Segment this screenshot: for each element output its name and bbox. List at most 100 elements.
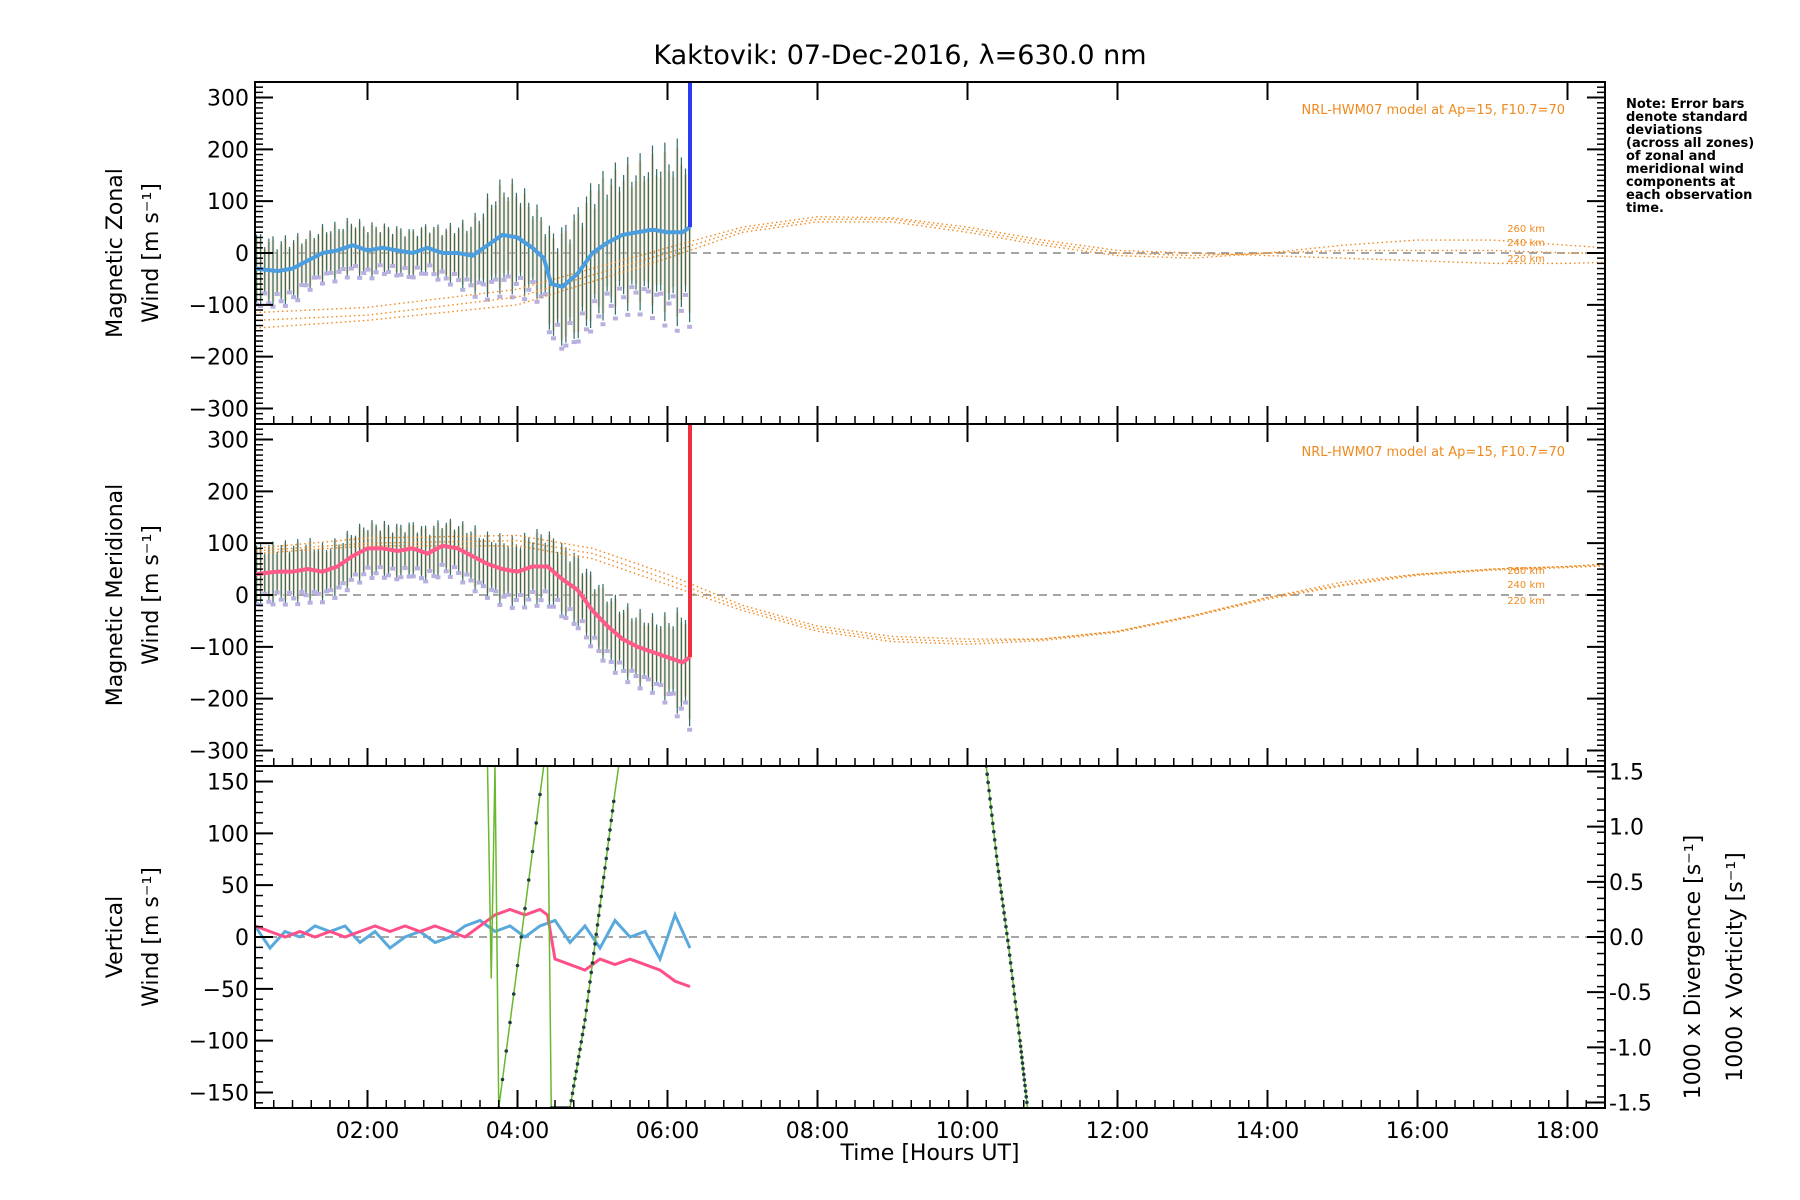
scatter-point bbox=[637, 312, 643, 317]
scatter-point bbox=[468, 283, 474, 288]
model-label: NRL-HWM07 model at Ap=15, F10.7=70 bbox=[1302, 103, 1566, 118]
scatter-point bbox=[612, 316, 618, 321]
scatter-point bbox=[633, 674, 639, 679]
scatter-point bbox=[258, 304, 264, 309]
scatter-point bbox=[427, 263, 433, 268]
meridional-panel: NRL-HWM07 model at Ap=15, F10.7=70 260 km… bbox=[103, 423, 1606, 767]
scatter-point bbox=[282, 602, 288, 607]
scatter-point bbox=[641, 675, 647, 680]
vertical-marker bbox=[985, 772, 989, 777]
vertical-marker bbox=[610, 809, 615, 813]
y2-title-divergence: 1000 x Divergence [s⁻¹] bbox=[1681, 835, 1706, 1099]
scatter-point bbox=[571, 340, 577, 345]
vertical-panel: -1.5 -1.0 -0.5 0.0 0.5 1.0 1.5 02:00 04:00 06:00 0… bbox=[103, 761, 1748, 1166]
scatter-point bbox=[287, 590, 292, 595]
scatter-point bbox=[255, 602, 259, 607]
scatter-point bbox=[683, 700, 688, 705]
scatter-point bbox=[447, 574, 453, 579]
altitude-label: 240 km bbox=[1507, 580, 1545, 591]
scatter-point bbox=[361, 271, 367, 276]
scatter-point bbox=[497, 294, 503, 299]
plot-area bbox=[255, 424, 1605, 732]
scatter-point bbox=[658, 683, 664, 688]
y-title-line1: Magnetic Meridional bbox=[103, 484, 128, 706]
vertical-marker bbox=[1019, 1050, 1024, 1054]
x-tick-label: 02:00 bbox=[336, 1119, 399, 1144]
y-tick-label: −300 bbox=[189, 397, 249, 422]
vertical-marker bbox=[995, 862, 1000, 867]
vertical-marker bbox=[1023, 1089, 1028, 1093]
scatter-point bbox=[443, 276, 449, 281]
note-line: meridional wind bbox=[1626, 162, 1744, 177]
plot-area bbox=[255, 82, 1605, 351]
y-tick-label: 0 bbox=[235, 242, 249, 267]
vertical-marker bbox=[604, 856, 609, 861]
scatter-point bbox=[320, 600, 325, 605]
scatter-point bbox=[328, 588, 334, 593]
y-title-line1: Vertical bbox=[103, 896, 128, 978]
scatter-point bbox=[497, 602, 503, 607]
y2-tick-label: 0.5 bbox=[1609, 871, 1644, 896]
scatter-point bbox=[629, 285, 635, 290]
scatter-point bbox=[505, 592, 511, 597]
vertical-marker bbox=[571, 1084, 576, 1088]
scatter-point bbox=[419, 576, 424, 581]
scatter-point bbox=[534, 299, 540, 304]
scatter-point bbox=[398, 272, 404, 277]
scatter-point bbox=[406, 274, 412, 279]
vertical-marker bbox=[595, 923, 600, 927]
scatter-point bbox=[485, 297, 490, 302]
scatter-point bbox=[476, 280, 482, 285]
scatter-point bbox=[559, 346, 565, 351]
y-tick-label: −100 bbox=[189, 1030, 249, 1055]
scatter-point bbox=[386, 269, 391, 274]
scatter-point bbox=[324, 271, 330, 276]
vertical-marker bbox=[530, 849, 535, 854]
scatter-point bbox=[538, 598, 544, 603]
vertical-marker bbox=[1018, 1044, 1023, 1049]
scatter-point bbox=[344, 588, 350, 593]
note-line: time. bbox=[1626, 201, 1664, 216]
vertical-marker bbox=[1020, 1055, 1024, 1060]
scatter-point bbox=[410, 275, 416, 280]
vertical-marker bbox=[991, 821, 995, 826]
vertical-marker bbox=[1012, 992, 1017, 996]
vertical-marker bbox=[1013, 999, 1018, 1004]
y-tick-label: −150 bbox=[189, 1081, 249, 1106]
vertical-marker bbox=[538, 792, 542, 797]
vertical-marker bbox=[1014, 1007, 1019, 1012]
vertical-marker bbox=[611, 799, 616, 804]
scatter-point bbox=[650, 316, 655, 321]
scatter-point bbox=[542, 589, 548, 594]
scatter-point bbox=[625, 680, 631, 685]
observed-mean-line bbox=[255, 225, 692, 289]
scatter-point bbox=[662, 700, 668, 705]
vertical-marker bbox=[576, 1054, 581, 1059]
vertical-marker bbox=[511, 992, 516, 996]
model-line-1 bbox=[255, 218, 1605, 322]
scatter-point bbox=[513, 598, 519, 603]
x-tick-label: 14:00 bbox=[1236, 1119, 1299, 1144]
scatter-point bbox=[551, 336, 556, 341]
scatter-point bbox=[381, 575, 387, 580]
vertical-marker bbox=[575, 1062, 580, 1066]
vertical-marker bbox=[534, 821, 539, 825]
scatter-point bbox=[633, 290, 639, 295]
vertical-marker bbox=[1016, 1023, 1020, 1027]
vertical-marker bbox=[573, 1076, 577, 1081]
scatter-point bbox=[588, 644, 594, 649]
scatter-point bbox=[526, 287, 532, 292]
scatter-point bbox=[414, 265, 420, 270]
scatter-point bbox=[674, 328, 680, 333]
vertical-marker bbox=[996, 869, 1001, 874]
scatter-point bbox=[390, 566, 396, 571]
vertical-marker bbox=[1008, 961, 1013, 965]
vertical-marker bbox=[1022, 1078, 1027, 1082]
vertical-marker bbox=[586, 989, 591, 994]
vertical-marker bbox=[1018, 1038, 1022, 1043]
scatter-point bbox=[584, 635, 589, 640]
divergence-line bbox=[255, 910, 692, 963]
y2-tick-label: -1.5 bbox=[1609, 1091, 1652, 1116]
scatter-point bbox=[390, 264, 396, 269]
scatter-point bbox=[464, 572, 470, 577]
